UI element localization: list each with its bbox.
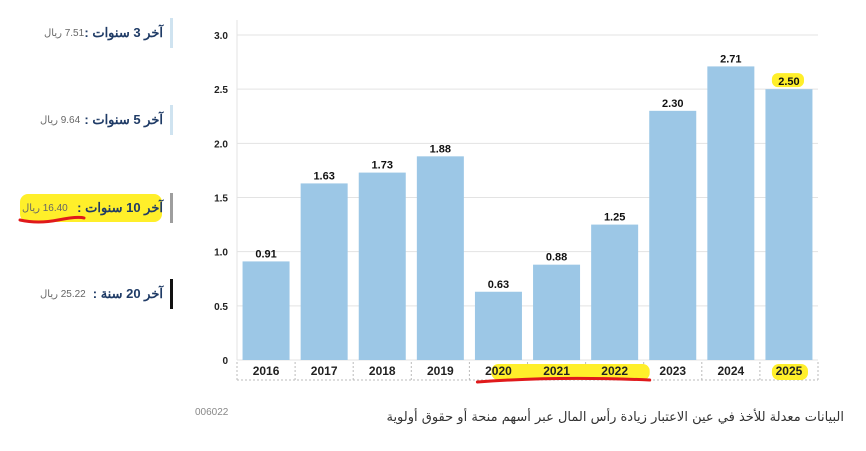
bar-2016 xyxy=(242,261,290,360)
red-underline-mark xyxy=(18,215,86,224)
bar-2023 xyxy=(649,110,697,360)
bar-2018 xyxy=(358,172,406,360)
period-item-10y[interactable]: آخر 10 سنوات : xyxy=(77,193,163,223)
period-item-20y[interactable]: آخر 20 سنة : xyxy=(93,279,163,309)
y-tick-label: 1.5 xyxy=(214,194,228,205)
highlight-mark xyxy=(20,194,162,222)
red-underline-mark xyxy=(475,376,652,384)
period-label: آخر 20 سنة : xyxy=(92,286,163,301)
period-item-3y[interactable]: آخر 3 سنوات : xyxy=(84,18,163,48)
bar-2022 xyxy=(591,224,639,360)
x-tick-label-2020: 2020 xyxy=(485,364,512,378)
value-label-2019: 1.88 xyxy=(430,143,451,155)
x-tick-label-2025: 2025 xyxy=(776,364,803,378)
value-label-2025: 2.50 xyxy=(778,76,799,88)
y-tick-label: 0.5 xyxy=(214,302,228,313)
period-label: آخر 3 سنوات : xyxy=(84,25,163,40)
period-value-3y: 7.51 ريال xyxy=(44,27,85,39)
x-tick-label-2024: 2024 xyxy=(717,364,744,378)
period-value: 9.64 ريال xyxy=(40,105,86,135)
bar-2025 xyxy=(765,89,813,361)
period-value: 16.40 ريال xyxy=(22,193,74,223)
bar-2024 xyxy=(707,66,755,361)
x-tick-label-2019: 2019 xyxy=(427,364,454,378)
period-label: آخر 5 سنوات : xyxy=(84,112,163,127)
x-tick-label-2023: 2023 xyxy=(659,364,686,378)
data-adjustment-note: البيانات معدلة للأخذ في عين الاعتبار زيا… xyxy=(386,410,844,425)
bar-2020 xyxy=(474,291,522,360)
period-value-10y: 16.40 ريال xyxy=(22,202,68,214)
period-bar-3y xyxy=(170,18,173,48)
value-label-2022: 1.25 xyxy=(604,212,625,224)
period-bar-20y xyxy=(170,279,173,309)
period-value: 7.51 ريال xyxy=(44,18,90,48)
value-label-2023: 2.30 xyxy=(662,98,683,110)
bar-2017 xyxy=(300,183,348,360)
x-tick-label-2022: 2022 xyxy=(601,364,628,378)
period-value-20y: 25.22 ريال xyxy=(40,288,86,300)
x-tick-label-2018: 2018 xyxy=(369,364,396,378)
highlight-mark xyxy=(771,73,804,88)
y-tick-label: 2.0 xyxy=(214,139,228,150)
highlight-mark xyxy=(491,364,650,380)
x-tick-label-2017: 2017 xyxy=(311,364,338,378)
y-tick-label: 0 xyxy=(222,356,228,367)
value-label-2018: 1.73 xyxy=(372,160,393,172)
value-label-2024: 2.71 xyxy=(720,53,741,65)
value-label-2017: 1.63 xyxy=(313,170,334,182)
period-label: آخر 10 سنوات : xyxy=(77,200,163,215)
y-tick-label: 3.0 xyxy=(214,31,228,42)
bar-2021 xyxy=(533,264,581,360)
period-bar-10y xyxy=(170,193,173,223)
period-value-5y: 9.64 ريال xyxy=(40,114,81,126)
y-tick-label: 2.5 xyxy=(214,85,228,96)
value-label-2021: 0.88 xyxy=(546,252,567,264)
period-bar-5y xyxy=(170,105,173,135)
security-code: 006022 xyxy=(195,407,229,418)
y-tick-label: 1.0 xyxy=(214,248,228,259)
bar-chart: 0 0.5 1.0 1.5 2.0 2.5 3.0 0.91 2016 1.63 2017 1.73 2… xyxy=(214,20,819,384)
bar-2019 xyxy=(416,156,464,360)
value-label-2020: 0.63 xyxy=(488,279,509,291)
highlight-mark xyxy=(771,364,808,380)
value-label-2016: 0.91 xyxy=(255,248,276,260)
period-value: 25.22 ريال xyxy=(40,279,92,309)
x-tick-label-2021: 2021 xyxy=(543,364,570,378)
x-tick-label-2016: 2016 xyxy=(253,364,280,378)
period-item-5y[interactable]: آخر 5 سنوات : xyxy=(84,105,163,135)
